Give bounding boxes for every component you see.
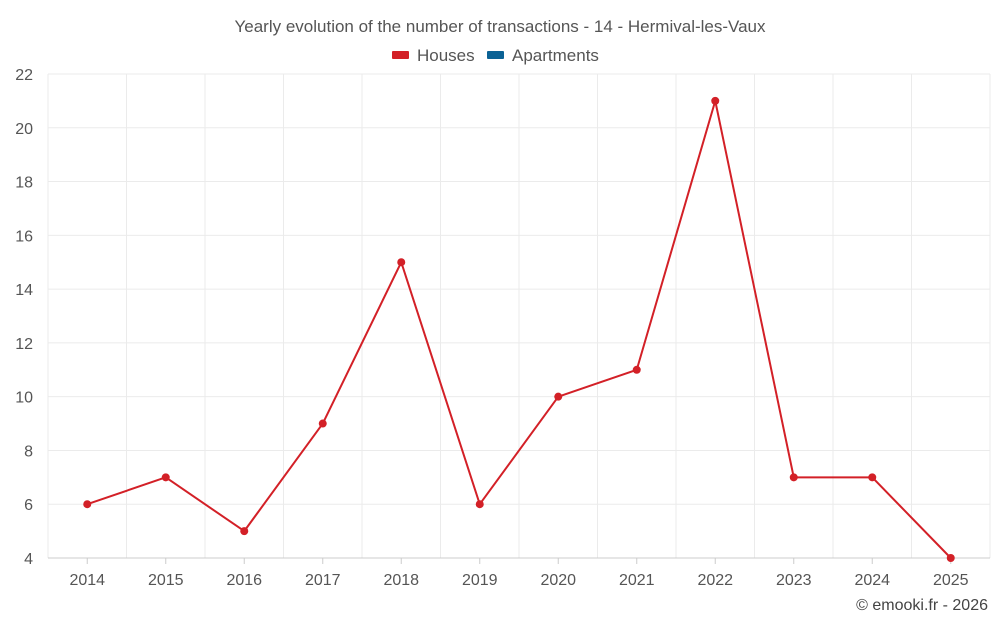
data-point-houses-2023[interactable] xyxy=(789,473,798,482)
x-tick-label: 2023 xyxy=(776,572,812,589)
data-point-houses-2025[interactable] xyxy=(946,554,955,562)
y-tick-label: 14 xyxy=(15,282,33,299)
legend-swatch-houses xyxy=(392,51,409,59)
x-tick-label: 2017 xyxy=(305,572,341,589)
y-tick-label: 18 xyxy=(15,175,33,192)
legend-item-apartments[interactable]: Apartments xyxy=(487,46,599,65)
data-point-houses-2024[interactable] xyxy=(868,473,877,482)
x-tick-label: 2021 xyxy=(619,572,655,589)
series-line-houses xyxy=(86,99,952,559)
data-point-houses-2022[interactable] xyxy=(711,96,720,105)
chart-title: Yearly evolution of the number of transa… xyxy=(234,17,766,36)
x-tick-label: 2015 xyxy=(148,572,184,589)
y-axis: 4 6 8 10 12 14 16 18 20 22 xyxy=(15,67,33,568)
y-tick-label: 20 xyxy=(15,121,33,138)
grid-vertical xyxy=(47,74,991,558)
legend: Houses Apartments xyxy=(392,46,599,65)
data-point-houses-2019[interactable] xyxy=(475,500,484,509)
y-tick-label: 12 xyxy=(15,336,33,353)
data-point-houses-2014[interactable] xyxy=(83,500,92,509)
credit-text: © emooki.fr - 2026 xyxy=(856,597,988,614)
data-point-houses-2015[interactable] xyxy=(161,473,170,482)
y-tick-label: 22 xyxy=(15,67,33,84)
x-tick-label: 2024 xyxy=(854,572,890,589)
y-tick-label: 16 xyxy=(15,228,33,245)
x-tick-label: 2020 xyxy=(540,572,576,589)
x-tick-label: 2022 xyxy=(697,572,733,589)
data-point-houses-2018[interactable] xyxy=(397,258,406,267)
plot-area xyxy=(83,96,955,562)
data-point-houses-2020[interactable] xyxy=(554,392,563,401)
y-tick-label: 10 xyxy=(15,390,33,407)
y-tick-label: 8 xyxy=(24,443,33,460)
legend-swatch-apartments xyxy=(487,51,504,59)
x-tick-label: 2014 xyxy=(69,572,105,589)
x-axis: 2014 2015 2016 2017 2018 2019 2020 2021 2022 2023… xyxy=(69,558,969,589)
x-tick-label: 2018 xyxy=(383,572,419,589)
legend-item-houses[interactable]: Houses xyxy=(392,46,475,65)
x-tick-label: 2025 xyxy=(933,572,969,589)
data-point-houses-2016[interactable] xyxy=(240,527,249,536)
y-tick-label: 4 xyxy=(24,551,33,568)
x-tick-label: 2019 xyxy=(462,572,498,589)
data-point-houses-2021[interactable] xyxy=(632,365,641,374)
y-tick-label: 6 xyxy=(24,497,33,514)
x-tick-label: 2016 xyxy=(226,572,262,589)
legend-label-apartments: Apartments xyxy=(512,46,599,65)
legend-label-houses: Houses xyxy=(417,46,475,65)
data-point-houses-2017[interactable] xyxy=(318,419,327,428)
